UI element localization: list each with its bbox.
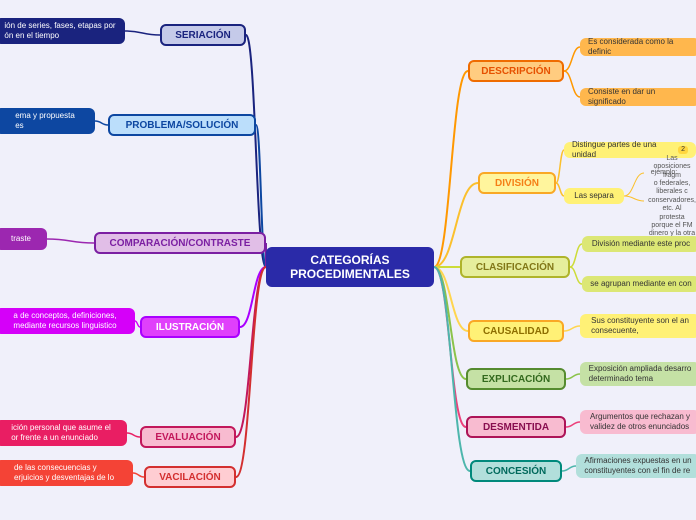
problema-node: PROBLEMA/SOLUCIÓN: [108, 114, 256, 136]
division-leaf-1: Las separa: [564, 188, 624, 204]
comparacion-leaf: traste: [0, 228, 47, 250]
ilustracion-leaf: a de conceptos, definiciones,mediante re…: [0, 308, 135, 334]
concesion-node: CONCESIÓN: [470, 460, 562, 482]
clasificacion-node: CLASIFICACIÓN: [460, 256, 570, 278]
descripcion-leaf-1: Consiste en dar un significado: [580, 88, 696, 106]
vacilacion-node: VACILACIÓN: [144, 466, 236, 488]
division-sub-1-1: Las oposiciones fragmo federales, libera…: [644, 180, 696, 222]
desmentida-leaf-0: Argumentos que rechazan yvalidez de otro…: [580, 410, 696, 434]
explicacion-node: EXPLICACIÓN: [466, 368, 566, 390]
evaluacion-node: EVALUACIÓN: [140, 426, 236, 448]
ilustracion-node: ILUSTRACIÓN: [140, 316, 240, 338]
causalidad-leaf-0: Sus constituyente son el anconsecuente,: [580, 314, 696, 338]
clasificacion-leaf-0: División mediante este proc: [582, 236, 696, 252]
division-node: DIVISIÓN: [478, 172, 556, 194]
center-node: CATEGORÍASPROCEDIMENTALES: [266, 247, 434, 287]
descripcion-leaf-0: Es considerada como la definic: [580, 38, 696, 56]
descripcion-node: DESCRIPCIÓN: [468, 60, 564, 82]
concesion-leaf-0: Afirmaciones expuestas en unconstituyent…: [576, 454, 696, 478]
evaluacion-leaf: ición personal que asume elor frente a u…: [0, 420, 127, 446]
clasificacion-leaf-1: se agrupan mediante en con: [582, 276, 696, 292]
desmentida-node: DESMENTIDA: [466, 416, 566, 438]
comparacion-node: COMPARACIÓN/CONTRASTE: [94, 232, 266, 254]
seriacion-leaf: ión de series, fases, etapas porón en el…: [0, 18, 125, 44]
seriacion-node: SERIACIÓN: [160, 24, 246, 46]
problema-leaf: ema y propuestaes: [0, 108, 95, 134]
vacilacion-leaf: de las consecuencias yerjuicios y desven…: [0, 460, 133, 486]
explicacion-leaf-0: Exposición ampliada desarrodeterminado t…: [580, 362, 696, 386]
causalidad-node: CAUSALIDAD: [468, 320, 564, 342]
